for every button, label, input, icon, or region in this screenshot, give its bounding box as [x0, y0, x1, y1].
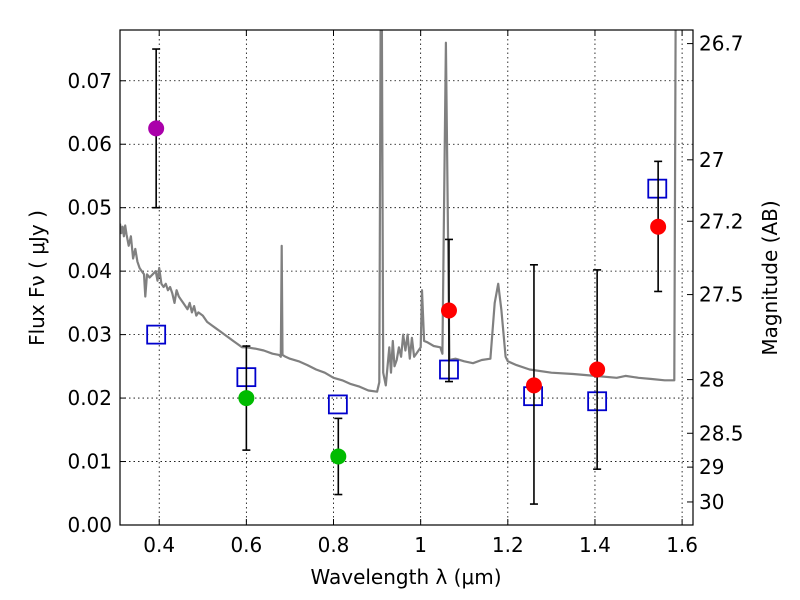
y-tick-label: 0.03 [67, 323, 112, 347]
mag-tick-label: 27.5 [699, 283, 744, 307]
x-tick-label: 1.6 [666, 533, 698, 557]
y-tick-label: 0.05 [67, 196, 112, 220]
x-tick-label: 0.8 [318, 533, 350, 557]
x-axis: 0.4 0.6 0.8 1 1.2 1.4 1.6 [143, 30, 698, 557]
y-tick-label: 0.04 [67, 259, 112, 283]
y-tick-label: 0.06 [67, 132, 112, 156]
mag-tick-label: 26.7 [699, 32, 744, 56]
observed-flux-point [589, 361, 606, 378]
observed-flux-point [238, 390, 255, 407]
x-tick-label: 1.4 [579, 533, 611, 557]
spectrum-group [120, 30, 677, 393]
mag-tick-label: 29 [699, 455, 724, 479]
mag-tick-label: 28 [699, 368, 724, 392]
observed-flux-point [525, 377, 542, 394]
template-spectrum-line [120, 30, 677, 393]
mag-tick-label: 27.2 [699, 209, 744, 233]
observed-flux-point [148, 120, 165, 137]
x-tick-label: 0.6 [230, 533, 262, 557]
plot-frame [119, 29, 694, 526]
y-tick-label: 0.07 [67, 69, 112, 93]
model-flux-square [647, 178, 668, 199]
observed-flux-point [650, 218, 667, 235]
observed-points-group [148, 48, 667, 505]
y-tick-label: 0.00 [67, 513, 112, 537]
mag-tick-label: 30 [699, 490, 724, 514]
x-tick-label: 1 [414, 533, 427, 557]
x-axis-label: Wavelength λ (μm) [310, 565, 501, 589]
plot-area [120, 30, 693, 525]
observed-flux-point [440, 302, 457, 319]
model-flux-square [327, 394, 348, 415]
x-tick-label: 0.4 [143, 533, 175, 557]
mag-tick-label: 28.5 [699, 421, 744, 445]
y-tick-label: 0.02 [67, 386, 112, 410]
y-axis-label: Flux Fν ( μJy ) [25, 210, 49, 346]
y-axis: 0.00 0.01 0.02 0.03 0.04 0.05 0.06 0.07 [67, 69, 126, 537]
model-flux-square [146, 324, 167, 345]
observed-flux-point [330, 448, 347, 465]
magnitude-axis: 26.7 27 27.2 27.5 28 28.5 29 30 [687, 32, 744, 514]
y-tick-label: 0.01 [67, 450, 112, 474]
x-tick-label: 1.2 [492, 533, 524, 557]
magnitude-axis-label: Magnitude (AB) [758, 200, 782, 355]
mag-tick-label: 27 [699, 148, 724, 172]
